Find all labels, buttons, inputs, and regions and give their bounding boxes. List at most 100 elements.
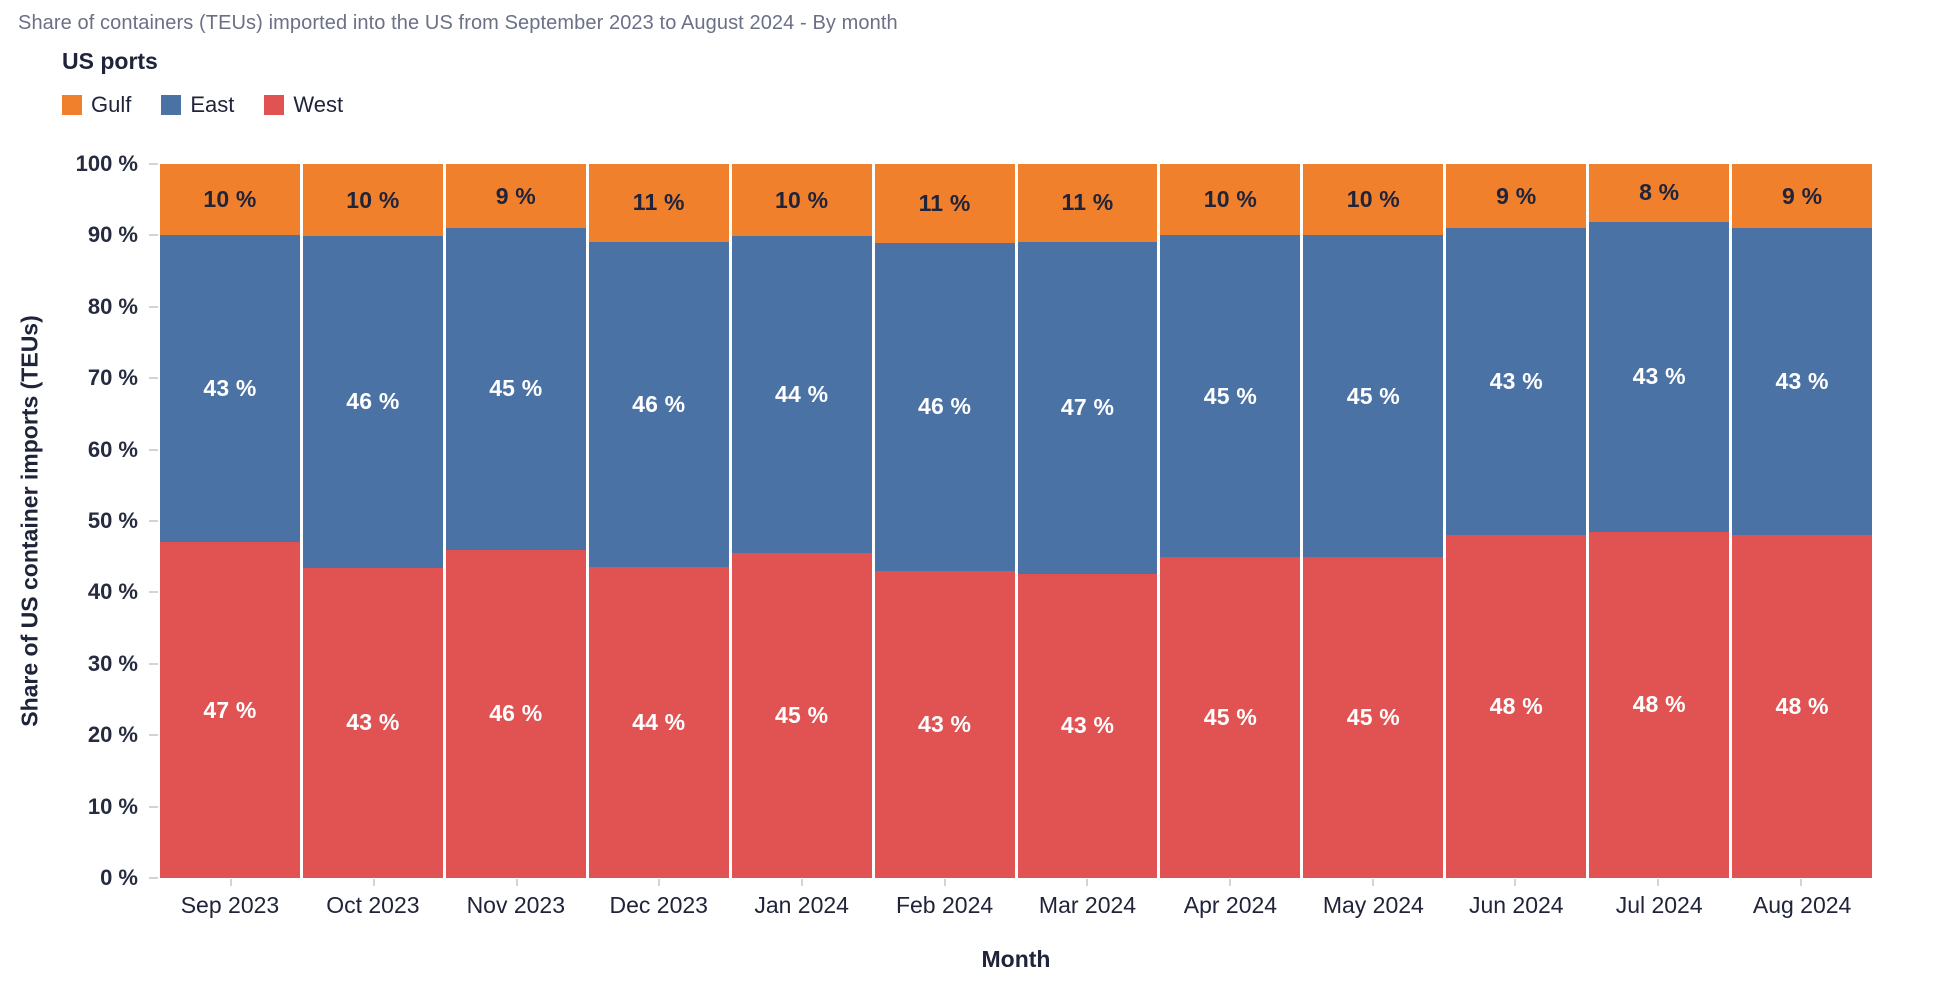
- bar-segment-west[interactable]: 45 %: [1160, 556, 1301, 878]
- legend-item-gulf[interactable]: Gulf: [62, 92, 131, 118]
- y-tick-mark: [149, 662, 158, 665]
- bar-value-label: 43 %: [1775, 368, 1829, 395]
- bar-segment-west[interactable]: 43 %: [302, 567, 443, 878]
- legend-swatch-icon: [161, 95, 182, 115]
- bar-segment-east[interactable]: 44 %: [731, 236, 872, 554]
- bar-segment-west[interactable]: 44 %: [588, 566, 729, 878]
- y-tick-label: 50 %: [87, 508, 138, 533]
- legend-swatch-icon: [264, 95, 285, 115]
- bar-segment-east[interactable]: 43 %: [1589, 221, 1730, 532]
- bar-segment-east[interactable]: 43 %: [1446, 228, 1587, 536]
- chart-title: Share of containers (TEUs) imported into…: [18, 12, 898, 34]
- legend-item-east[interactable]: East: [161, 92, 234, 118]
- bar-value-label: 46 %: [346, 388, 400, 415]
- bar-segment-west[interactable]: 48 %: [1732, 535, 1873, 878]
- x-tick-mark: [373, 879, 375, 886]
- bar-segment-east[interactable]: 46 %: [874, 242, 1015, 571]
- bar-column: 9 % 45 % 46 %: [445, 164, 586, 878]
- bar-segment-gulf[interactable]: 11 %: [588, 164, 729, 242]
- x-tick-label: Feb 2024: [895, 892, 994, 918]
- bar-segment-east[interactable]: 45 %: [1160, 235, 1301, 557]
- x-tick-mark: [943, 879, 946, 886]
- bar-value-label: 43 %: [203, 375, 257, 402]
- y-tick-mark: [149, 234, 158, 237]
- bar-segment-gulf[interactable]: 10 %: [302, 164, 443, 237]
- x-tick-label: Mar 2024: [1038, 892, 1137, 918]
- legend-swatch-icon: [62, 95, 82, 115]
- y-tick-mark: [149, 448, 158, 451]
- bar-segment-gulf[interactable]: 9 %: [445, 164, 586, 229]
- y-tick-label: 90 %: [87, 222, 138, 248]
- bar-segment-gulf[interactable]: 11 %: [874, 164, 1015, 243]
- bar-value-label: 43 %: [917, 710, 972, 737]
- bar-segment-west[interactable]: 43 %: [1017, 574, 1158, 878]
- bar-value-label: 45 %: [489, 375, 543, 402]
- bar-segment-gulf[interactable]: 9 %: [1732, 164, 1873, 229]
- bar-value-label: 46 %: [917, 393, 972, 420]
- y-tick-label: 100 %: [75, 151, 138, 176]
- bar-value-label: 44 %: [632, 708, 686, 735]
- bar-segment-west[interactable]: 48 %: [1589, 531, 1730, 878]
- bar-value-label: 47 %: [1060, 394, 1115, 421]
- bar-segment-west[interactable]: 43 %: [874, 570, 1015, 878]
- bar-segment-gulf[interactable]: 10 %: [731, 164, 872, 237]
- y-tick-mark: [149, 805, 158, 808]
- bar-value-label: 11 %: [632, 189, 685, 216]
- y-tick-label: 10 %: [87, 793, 138, 819]
- bar-value-label: 10 %: [775, 186, 829, 213]
- bar-value-label: 9 %: [1781, 182, 1823, 209]
- x-tick-label: Sep 2023: [180, 892, 280, 918]
- bar-column: 11 % 47 % 43 %: [1017, 164, 1158, 878]
- bar-value-label: 48 %: [1775, 693, 1829, 720]
- bar-segment-east[interactable]: 45 %: [1303, 235, 1444, 557]
- legend: Gulf East West: [62, 92, 343, 118]
- bar-value-label: 10 %: [203, 186, 257, 213]
- bar-segment-east[interactable]: 43 %: [1732, 228, 1873, 536]
- bar-segment-gulf[interactable]: 8 %: [1589, 164, 1730, 222]
- bar-segment-gulf[interactable]: 10 %: [160, 164, 300, 236]
- bar-value-label: 43 %: [1632, 363, 1686, 390]
- bar-value-label: 43 %: [1060, 712, 1115, 739]
- bar-column: 9 % 43 % 48 %: [1732, 164, 1873, 878]
- y-tick-mark: [149, 377, 158, 380]
- bar-segment-west[interactable]: 48 %: [1446, 535, 1587, 878]
- x-tick-mark: [1371, 879, 1374, 886]
- bar-value-label: 11 %: [1061, 189, 1114, 216]
- x-tick-mark: [1229, 879, 1231, 886]
- y-tick-label: 30 %: [87, 650, 138, 676]
- bar-segment-east[interactable]: 43 %: [160, 235, 300, 543]
- x-tick-mark: [658, 879, 661, 886]
- bar-segment-west[interactable]: 45 %: [1303, 556, 1444, 878]
- bar-value-label: 10 %: [1346, 186, 1400, 213]
- y-tick-mark: [149, 591, 158, 594]
- y-tick-label: 20 %: [87, 722, 138, 748]
- x-tick-mark: [1657, 879, 1659, 886]
- x-tick-label: Dec 2023: [609, 892, 708, 918]
- bar-column: 11 % 46 % 44 %: [588, 164, 729, 878]
- x-tick-label: Aug 2024: [1752, 892, 1852, 918]
- x-tick-mark: [1799, 879, 1802, 886]
- bar-segment-east[interactable]: 45 %: [445, 228, 586, 550]
- bar-segment-gulf[interactable]: 10 %: [1160, 164, 1301, 236]
- bar-segment-east[interactable]: 46 %: [302, 236, 443, 568]
- bar-segment-east[interactable]: 46 %: [588, 241, 729, 567]
- bar-segment-gulf[interactable]: 10 %: [1303, 164, 1444, 236]
- x-tick-label: Jun 2024: [1468, 892, 1564, 918]
- x-tick-mark: [230, 879, 233, 886]
- bar-segment-gulf[interactable]: 11 %: [1017, 164, 1158, 242]
- bar-segment-west[interactable]: 45 %: [731, 553, 872, 878]
- bar-column: 10 % 45 % 45 %: [1160, 164, 1301, 878]
- x-tick-label: Jan 2024: [754, 892, 849, 918]
- x-tick-label: Nov 2023: [466, 892, 566, 918]
- bar-column: 8 % 43 % 48 %: [1589, 164, 1730, 878]
- bar-segment-gulf[interactable]: 9 %: [1446, 164, 1587, 229]
- bar-value-label: 9 %: [1496, 182, 1537, 209]
- bar-segment-east[interactable]: 47 %: [1017, 241, 1158, 574]
- bar-value-label: 45 %: [775, 702, 829, 729]
- legend-item-west[interactable]: West: [264, 92, 343, 118]
- bar-segment-west[interactable]: 47 %: [160, 542, 300, 878]
- y-tick-mark: [149, 305, 158, 308]
- bar-segment-west[interactable]: 46 %: [445, 549, 586, 878]
- bar-value-label: 10 %: [1203, 186, 1258, 213]
- bar-value-label: 48 %: [1632, 691, 1686, 718]
